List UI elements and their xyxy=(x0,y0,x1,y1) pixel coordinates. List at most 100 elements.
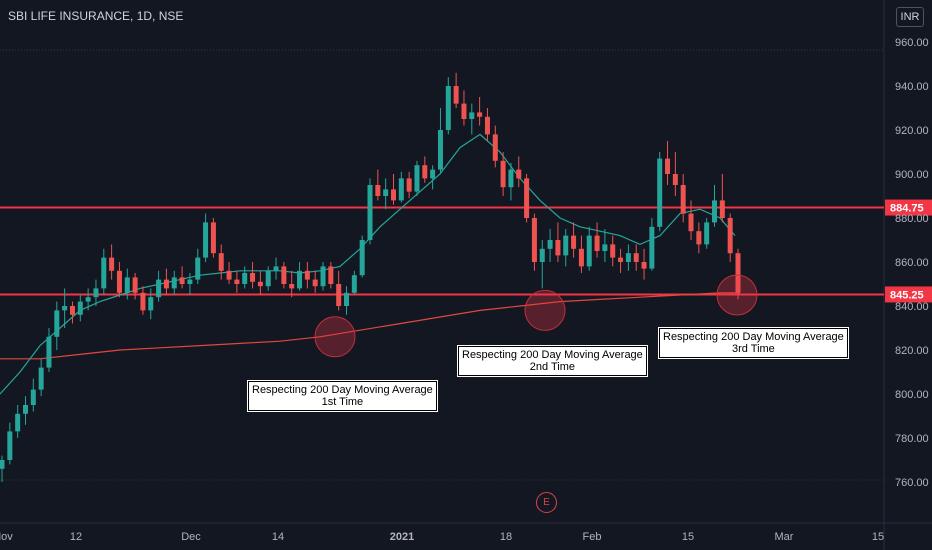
candle-body xyxy=(594,235,600,251)
candle-body xyxy=(359,240,365,276)
x-tick-label: 15 xyxy=(872,531,884,543)
candle-body xyxy=(85,297,91,302)
ma-200-line xyxy=(0,292,740,360)
candle-body xyxy=(15,413,21,432)
y-tick-label: 960.00 xyxy=(895,37,929,49)
y-tick-label: 800.00 xyxy=(895,389,929,401)
ma-touch-circle xyxy=(716,274,758,316)
candle-body xyxy=(0,460,5,469)
candle-body xyxy=(30,389,36,405)
horizontal-levels: 884.75 845.25 xyxy=(0,199,932,303)
candle-body xyxy=(171,277,177,289)
candle-body xyxy=(195,257,201,280)
candle-body xyxy=(304,270,310,280)
candle-body xyxy=(101,257,107,289)
candle-body xyxy=(633,253,639,262)
candle-body xyxy=(571,235,577,249)
annotation-3: Respecting 200 Day Moving Average 3rd Ti… xyxy=(659,328,848,358)
candle-body xyxy=(242,273,248,284)
candle-body xyxy=(500,160,506,188)
candle-body xyxy=(469,112,475,119)
candle-body xyxy=(516,169,522,179)
x-tick-label: Dec xyxy=(181,531,201,543)
candle-body xyxy=(719,200,725,218)
candles xyxy=(0,72,741,482)
candle-body xyxy=(563,235,569,256)
candle-body xyxy=(116,270,122,293)
candle-body xyxy=(688,213,694,232)
candle-body xyxy=(320,266,326,287)
price-axis: 760.00 780.00 800.00 820.00 840.00 860.00 880.… xyxy=(895,37,929,489)
candle-body xyxy=(477,112,483,117)
candle-body xyxy=(265,270,271,287)
annotation-3-line2: 3rd Time xyxy=(732,343,775,355)
x-tick-label: 15 xyxy=(682,531,694,543)
candle-body xyxy=(109,257,115,271)
candle-body xyxy=(453,86,459,104)
candle-body xyxy=(54,310,60,337)
candle-body xyxy=(727,218,733,254)
candle-body xyxy=(273,266,279,271)
candle-body xyxy=(610,244,616,258)
candle-body xyxy=(390,189,396,201)
candle-body xyxy=(547,240,553,249)
annotation-2-line1: Respecting 200 Day Moving Average xyxy=(462,349,643,361)
annotation-3-line1: Respecting 200 Day Moving Average xyxy=(663,331,844,343)
candle-body xyxy=(406,178,412,192)
candle-body xyxy=(250,273,256,282)
x-tick-label: 18 xyxy=(500,531,512,543)
x-tick-label: Feb xyxy=(583,531,602,543)
y-tick-label: 940.00 xyxy=(895,81,929,93)
candle-body xyxy=(680,185,686,214)
candle-body xyxy=(328,266,334,284)
candle-body xyxy=(336,284,342,306)
candle-body xyxy=(398,178,404,201)
candle-body xyxy=(148,297,154,311)
candle-body xyxy=(7,431,13,460)
annotation-2-line2: 2nd Time xyxy=(529,361,576,373)
candle-body xyxy=(22,405,28,414)
annotation-1-line2: 1st Time xyxy=(321,396,364,408)
candle-body xyxy=(69,306,75,315)
currency-button[interactable]: INR xyxy=(896,7,924,27)
candle-body xyxy=(437,130,443,170)
candle-body xyxy=(531,218,537,262)
candle-body xyxy=(344,292,350,306)
candle-body xyxy=(281,266,287,284)
candle-body xyxy=(297,270,303,289)
candle-body xyxy=(508,169,514,188)
candle-body xyxy=(163,279,169,289)
candle-body xyxy=(312,279,318,287)
candle-body xyxy=(375,185,381,196)
candle-body xyxy=(586,235,592,267)
candle-body xyxy=(140,292,146,311)
candle-body xyxy=(492,134,498,161)
level-label: 845.25 xyxy=(890,289,924,301)
candle-body xyxy=(578,248,584,267)
candle-body xyxy=(218,253,224,271)
x-tick-label: Nov xyxy=(0,531,13,543)
candle-body xyxy=(461,103,467,119)
candle-body xyxy=(383,189,389,196)
candle-body xyxy=(203,222,209,258)
candle-body xyxy=(414,165,420,192)
candle-body xyxy=(657,158,663,227)
y-tick-label: 820.00 xyxy=(895,345,929,357)
y-tick-label: 780.00 xyxy=(895,433,929,445)
earnings-marker[interactable]: E xyxy=(536,492,557,513)
y-tick-label: 900.00 xyxy=(895,169,929,181)
y-tick-label: 760.00 xyxy=(895,477,929,489)
candle-body xyxy=(124,277,130,293)
x-tick-label: 12 xyxy=(70,531,82,543)
candle-body xyxy=(539,248,545,262)
y-tick-label: 840.00 xyxy=(895,301,929,313)
ma-touch-circle xyxy=(314,316,356,358)
candle-body xyxy=(445,86,451,130)
annotation-1: Respecting 200 Day Moving Average 1st Ti… xyxy=(248,381,437,411)
annotation-1-line1: Respecting 200 Day Moving Average xyxy=(252,384,433,396)
candle-body xyxy=(351,275,357,293)
candle-body xyxy=(430,169,436,179)
candle-body xyxy=(618,257,624,262)
